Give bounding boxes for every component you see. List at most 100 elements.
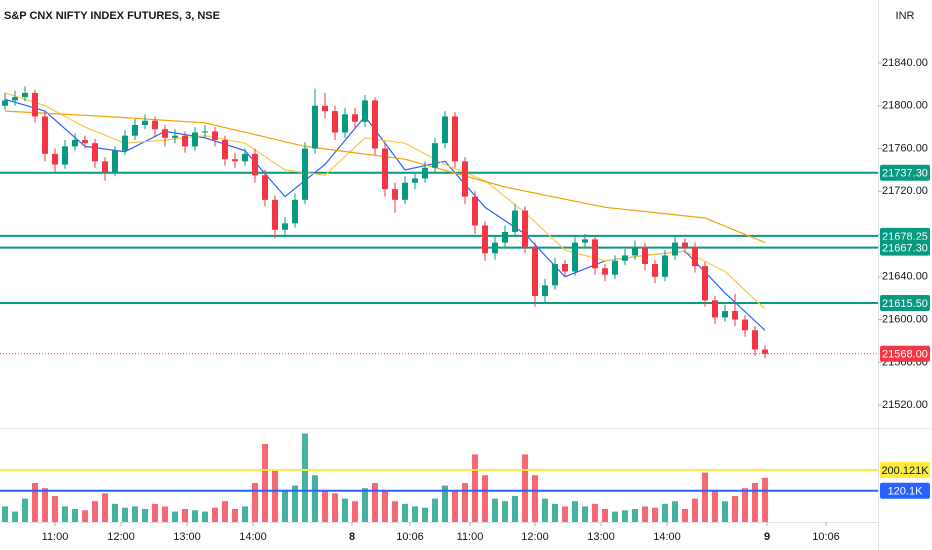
candle-body [632,246,638,256]
candle-body [372,100,378,149]
x-tick-label: 8 [349,531,355,543]
volume-bar [582,506,588,522]
volume-bar [42,488,48,522]
candle-body [252,153,258,176]
candle-body [72,139,78,147]
volume-bar [192,510,198,522]
candle-body [652,263,658,277]
x-tick-label: 13:00 [173,531,201,543]
candle-body [582,239,588,243]
moving-average [4,110,766,244]
candle-body [52,153,58,165]
candle-body [102,161,108,173]
candle-body [2,100,8,106]
x-tick-label: 11:00 [42,531,69,543]
candle-body [702,266,708,301]
candle-body [82,139,88,144]
candle-body [62,146,68,165]
x-tick-label: 10:06 [812,531,840,543]
candle-body [392,189,398,200]
volume-bar [362,488,368,522]
volume-bar [332,493,338,522]
last-price-tag [880,345,930,362]
volume-bar [692,498,698,522]
volume-bar [102,493,108,522]
candle-body [742,319,748,331]
volume-bar [552,503,558,522]
level-label: 21615.50 [882,298,928,310]
candle-body [402,182,408,200]
y-tick-label: 21600.00 [882,313,928,325]
candle-body [272,199,278,230]
volume-bar [632,508,638,522]
volume-level-tag [880,482,930,499]
candle-body [752,330,758,350]
candle-body [332,111,338,133]
candle-body [412,178,418,183]
candle-body [22,92,28,98]
candle-body [452,116,458,162]
volume-bar [62,506,68,522]
volume-bar [752,482,758,522]
volume-bar [562,506,568,522]
volume-bar [272,469,278,522]
volume-bar [402,503,408,522]
volume-bar [712,490,718,522]
candle-body [302,148,308,200]
volume-bar [642,506,648,522]
candle-body [432,143,438,168]
volume-bar [512,495,518,522]
candle-body [92,143,98,162]
candle-body [12,97,18,101]
volume-bar [252,482,258,522]
candle-body [482,225,488,254]
candle-body [642,246,648,264]
level-tag [880,239,930,256]
volume-bar [112,503,118,522]
x-tick-label: 12:00 [107,531,135,543]
candle-body [542,285,548,297]
y-tick-label: 21800.00 [882,100,928,112]
volume-bar [492,498,498,522]
volume-bar [122,507,128,522]
volume-bar [462,482,468,522]
candle-body [672,242,678,256]
candle-body [382,148,388,190]
volume-bar [392,501,398,522]
volume-bar [742,488,748,522]
candle-body [282,223,288,230]
volume-bar [542,498,548,522]
volume-bar [162,506,168,522]
volume-bar [652,507,658,522]
candle-body [592,239,598,269]
volume-bar [702,472,708,522]
volume-bar [12,511,18,522]
volume-bar [672,501,678,522]
y-tick-label: 21520.00 [882,399,928,411]
last-price-label: 21568.00 [882,349,928,361]
candle-body [232,159,238,162]
candle-body [362,100,368,122]
volume-bar [622,510,628,522]
candle-body [352,114,358,122]
volume-bar [172,511,178,522]
level-label: 21737.30 [882,168,928,180]
candle-body [262,175,268,200]
volume-bar [292,485,298,522]
volume-bar [82,510,88,522]
candle-body [762,349,768,354]
volume-bar [472,454,478,522]
candle-body [522,210,528,247]
volume-bar [202,511,208,522]
currency-label[interactable]: INR [896,10,915,22]
volume-bar [482,475,488,522]
volume-bar [152,503,158,522]
candle-body [662,255,668,277]
volume-bar [422,507,428,522]
candle-body [502,231,508,243]
volume-bar [132,506,138,522]
volume-bar [2,506,8,522]
candle-body [712,300,718,318]
candle-body [132,124,138,136]
